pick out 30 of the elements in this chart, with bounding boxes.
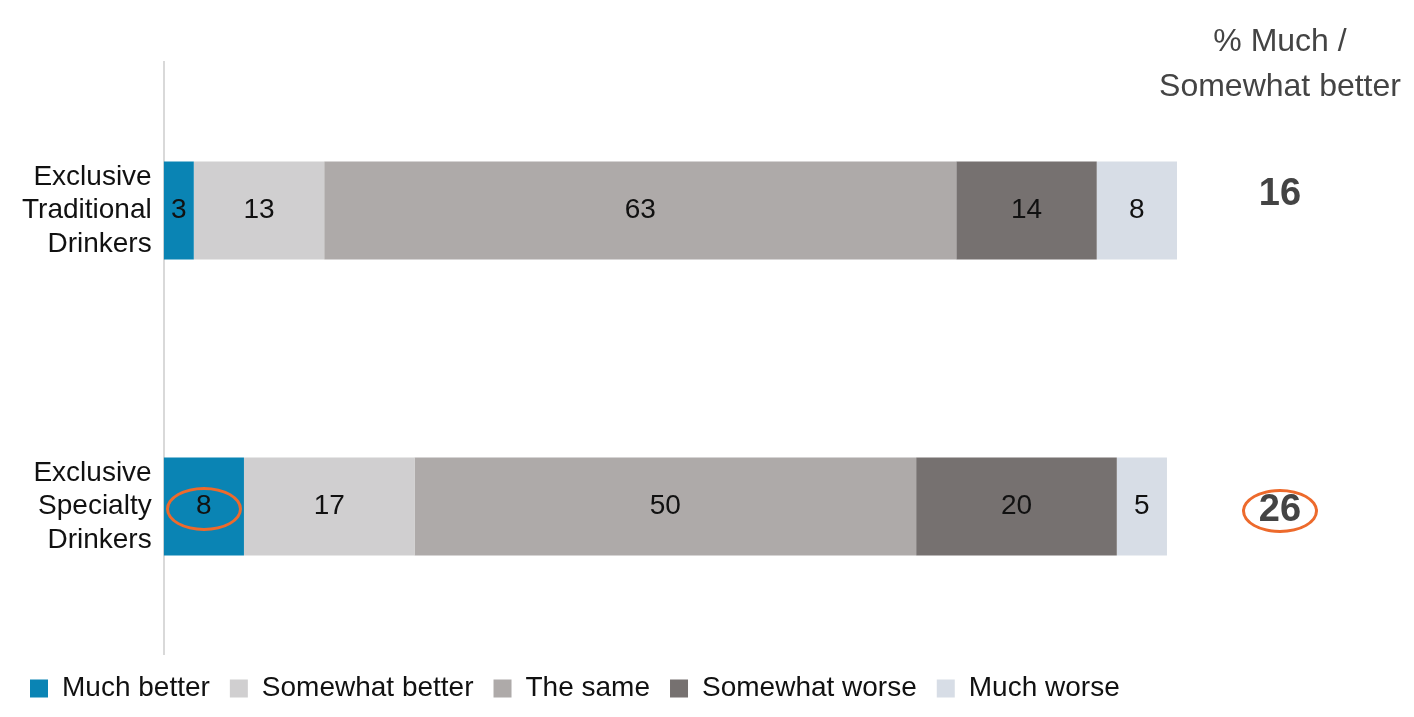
bar <box>1096 161 1177 260</box>
bar <box>163 457 244 556</box>
data-label: 3 <box>170 193 187 225</box>
bar <box>1116 457 1167 556</box>
bar <box>956 161 1097 260</box>
bar <box>243 457 415 556</box>
legend-label: Much better <box>62 671 210 703</box>
y-tick-label: Exclusive Specialty Drinkers <box>33 455 152 554</box>
bar <box>163 161 194 260</box>
data-label: 8 <box>196 489 212 521</box>
annotation: % Much / Somewhat better <box>1159 21 1402 103</box>
legend-label: Much worse <box>968 671 1120 703</box>
data-label: 50 <box>649 489 681 521</box>
legend-label: Somewhat worse <box>702 671 917 703</box>
data-label: 14 <box>1010 193 1043 225</box>
text: 26 <box>1258 487 1302 530</box>
data-label: 8 <box>1129 193 1145 225</box>
bar <box>414 457 917 556</box>
legend-label: The same <box>525 671 651 703</box>
bar <box>193 161 325 260</box>
legend-label: Somewhat better <box>261 671 474 703</box>
data-label: 63 <box>624 193 656 225</box>
data-label: 13 <box>243 193 275 225</box>
bar <box>916 457 1117 556</box>
text: 16 <box>1258 170 1302 213</box>
bar <box>324 161 957 260</box>
data-label: 5 <box>1134 489 1150 521</box>
y-tick-label: Exclusive Traditional Drinkers <box>21 159 152 258</box>
data-label: 17 <box>313 489 345 521</box>
data-label: 20 <box>1000 489 1033 521</box>
